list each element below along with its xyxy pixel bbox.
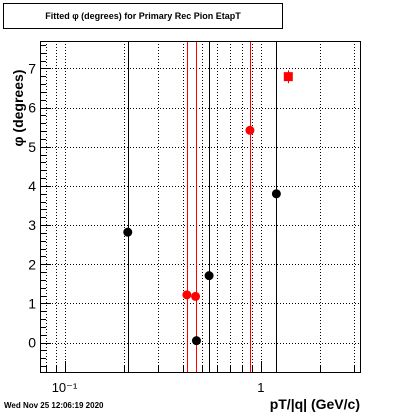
data-point — [191, 291, 201, 301]
tick-layer: 10⁻¹ 1 0 1 2 3 4 5 6 7 — [28, 45, 355, 395]
y-tick-label: 7 — [28, 60, 36, 76]
grid-layer — [40, 41, 360, 372]
data-point — [182, 290, 192, 300]
data-point — [271, 189, 281, 199]
frame-layer — [40, 41, 361, 373]
chart-title: Fitted φ (degrees) for Primary Rec Pion … — [45, 11, 241, 21]
errorbar-layer — [128, 41, 289, 372]
y-tick-label: 0 — [28, 335, 36, 351]
y-tick-label: 6 — [28, 100, 36, 116]
data-point — [123, 227, 133, 237]
y-tick-label: 4 — [28, 178, 36, 194]
plot-frame — [40, 41, 361, 373]
data-point — [204, 271, 214, 281]
point-layer — [123, 72, 293, 346]
x-axis-label: pT/|q| (GeV/c) — [269, 396, 360, 412]
y-axis-label: φ (degrees) — [10, 69, 26, 147]
y-tick-label: 1 — [28, 295, 36, 311]
title-box: Fitted φ (degrees) for Primary Rec Pion … — [3, 3, 283, 29]
data-point — [191, 336, 201, 346]
x-tick-label: 1 — [257, 380, 264, 395]
y-tick-label: 2 — [28, 256, 36, 272]
x-tick-label: 10⁻¹ — [52, 380, 78, 395]
y-tick-label: 5 — [28, 139, 36, 155]
y-tick-label: 3 — [28, 217, 36, 233]
data-point — [245, 125, 255, 135]
timestamp: Wed Nov 25 12:06:19 2020 — [4, 401, 104, 410]
data-point-square — [283, 72, 293, 82]
